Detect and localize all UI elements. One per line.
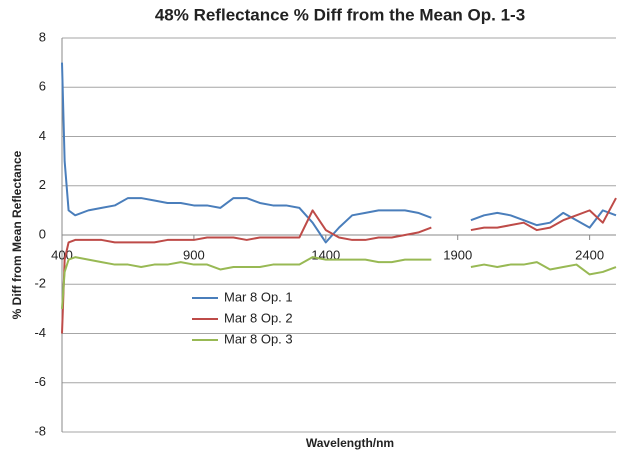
y-tick-label: -4 xyxy=(34,325,46,340)
y-tick-label: 6 xyxy=(39,79,46,94)
chart-title: 48% Reflectance % Diff from the Mean Op.… xyxy=(155,5,525,24)
y-axis-title: % Diff from Mean Reflectance xyxy=(10,150,24,319)
series-line xyxy=(61,197,617,334)
x-tick-label: 900 xyxy=(183,247,205,262)
y-tick-label: 4 xyxy=(39,128,46,143)
y-tick-label: -2 xyxy=(34,276,46,291)
legend-label: Mar 8 Op. 3 xyxy=(224,331,293,346)
legend-label: Mar 8 Op. 2 xyxy=(224,310,293,325)
y-tick-label: -6 xyxy=(34,374,46,389)
x-tick-label: 1900 xyxy=(443,247,472,262)
y-tick-label: 2 xyxy=(39,177,46,192)
x-tick-label: 2400 xyxy=(575,247,604,262)
series-line xyxy=(61,256,617,309)
y-tick-label: 0 xyxy=(39,226,46,241)
y-tick-label: -8 xyxy=(34,423,46,438)
y-tick-label: 8 xyxy=(39,29,46,44)
x-axis-title: Wavelength/nm xyxy=(306,436,394,450)
series-line xyxy=(61,62,617,244)
legend-label: Mar 8 Op. 1 xyxy=(224,289,293,304)
